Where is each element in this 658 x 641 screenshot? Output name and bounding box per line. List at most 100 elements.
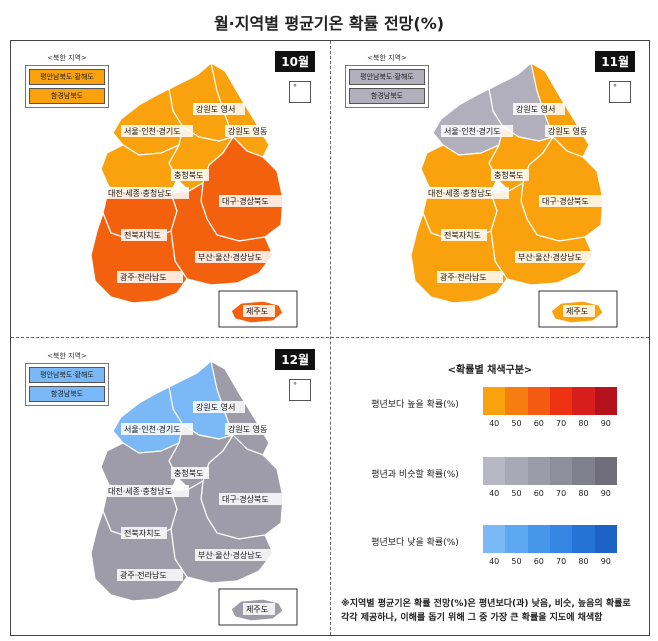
label-jeonnam: 광주·전라남도 [440,272,487,282]
legend-swatch [549,457,573,485]
label-gangwon-yeongseo: 강원도 영서 [196,104,235,114]
legend-swatch [594,457,617,485]
north-korea-header: <북한 지역> [47,54,87,62]
label-gyeongnam: 부산·울산·경상남도 [198,252,262,262]
korea-map: 강원도 영서 서울·인천·경기도 강원도 영동 충청북도 대전·세종·충청남도 … [410,61,618,328]
north-korea-chips: 평안남북도·황해도 함경남북도 [25,363,109,406]
label-gyeongbuk: 대구·경상북도 [222,196,269,206]
legend-swatch [527,525,550,553]
label-gangwon-yeongdong: 강원도 영동 [228,424,267,434]
tick-label: 70 [556,489,567,498]
map-panel-november: <북한 지역> 평안남북도·황해도 함경남북도 11월 ° 강원도 영서 [331,41,649,337]
north-chip-ne: 함경남북도 [29,386,105,402]
dokdo-inset: ° [289,81,311,103]
tick-label: 90 [600,489,611,498]
legend-swatch [483,525,506,553]
legend-swatch [505,457,528,485]
tick-label: 80 [578,557,589,566]
north-korea-chips: 평안남북도·황해도 함경남북도 [25,65,109,108]
figure-frame: <북한 지역> 평안남북도·황해도 함경남북도 10월 ° 강원도 영서 [10,40,650,636]
legend-swatch [549,387,573,415]
legend-swatch [527,387,550,415]
legend-label-above: 평년보다 높을 확률(%) [371,400,459,410]
north-korea-header: <북한 지역> [367,54,407,62]
label-gyeongnam: 부산·울산·경상남도 [518,252,582,262]
label-sudo: 서울·인천·경기도 [124,424,181,434]
jeju-inset-frame [218,588,298,626]
tick-label: 60 [533,419,544,428]
month-badge: 10월 [275,51,315,72]
tick-label: 50 [511,489,522,498]
map-labels: 강원도 영서 서울·인천·경기도 강원도 영동 충청북도 대전·세종·충청남도 … [105,103,283,317]
label-chungbuk: 충청북도 [494,171,523,180]
korea-map: 강원도 영서 서울·인천·경기도 강원도 영동 충청북도 대전·세종·충청남도 … [90,359,298,626]
tick-label: 80 [578,419,589,428]
label-gangwon-yeongdong: 강원도 영동 [548,126,587,136]
legend-swatches-normal [483,457,617,485]
korea-map: 강원도 영서 서울·인천·경기도 강원도 영동 충청북도 대전·세종·충청남도 … [90,61,298,328]
label-gangwon-yeongdong: 강원도 영동 [228,126,267,136]
tick-label: 50 [511,419,522,428]
tick-label: 70 [556,557,567,566]
label-gangwon-yeongseo: 강원도 영서 [516,104,555,114]
legend-swatch [594,387,617,415]
divider-vertical [330,41,331,635]
label-jeju: 제주도 [246,307,268,316]
label-chungnam: 대전·세종·충청남도 [108,188,172,198]
legend-swatch [572,525,595,553]
tick-label: 90 [600,419,611,428]
map-panel-december: <북한 지역> 평안남북도·황해도 함경남북도 12월 ° 강원도 영서 [11,339,329,635]
tick-label: 60 [533,557,544,566]
north-chip-nw: 평안남북도·황해도 [29,69,105,85]
legend-ticks-below: 40 50 60 70 80 90 [483,557,617,566]
page-title: 월·지역별 평균기온 확률 전망(%) [213,14,445,33]
legend-ticks-normal: 40 50 60 70 80 90 [483,489,617,498]
north-chip-ne: 함경남북도 [29,88,105,104]
legend-swatches-below [483,525,617,553]
dokdo-inset: ° [609,81,631,103]
label-jeonnam: 광주·전라남도 [120,272,167,282]
label-chungbuk: 충청북도 [174,171,203,180]
label-chungnam: 대전·세종·충청남도 [428,188,492,198]
month-badge: 12월 [275,349,315,370]
legend-panel: <확률별 채색구분> 평년보다 높을 확률(%) 40 50 60 70 80 … [331,339,649,635]
legend-swatch [594,525,617,553]
legend-swatch [527,457,550,485]
label-gyeongbuk: 대구·경상북도 [542,196,589,206]
label-chungnam: 대전·세종·충청남도 [108,486,172,496]
north-korea-chips: 평안남북도·황해도 함경남북도 [345,65,429,108]
tick-label: 40 [489,557,500,566]
tick-label: 60 [533,489,544,498]
tick-label: 40 [489,419,500,428]
legend-swatch [572,457,595,485]
legend-swatch [505,525,528,553]
map-labels: 강원도 영서 서울·인천·경기도 강원도 영동 충청북도 대전·세종·충청남도 … [105,401,283,615]
legend-label-normal: 평년과 비슷할 확률(%) [371,470,459,480]
footnote: ※지역별 평균기온 확률 전망(%)은 평년보다(과) 낮음, 비슷, 높음의 … [341,599,631,623]
legend-label-below: 평년보다 낮을 확률(%) [371,538,459,548]
label-gangwon-yeongseo: 강원도 영서 [196,402,235,412]
north-korea-legend: <북한 지역> 평안남북도·황해도 함경남북도 [25,53,109,108]
label-gyeongbuk: 대구·경상북도 [222,494,269,504]
label-jeju: 제주도 [246,605,268,614]
tick-label: 90 [600,557,611,566]
legend-ticks-above: 40 50 60 70 80 90 [483,419,617,428]
jeju-inset-frame [218,290,298,328]
jeju-inset-frame [538,290,618,328]
legend-swatch [572,387,595,415]
label-jeonbuk: 전북자치도 [124,528,161,538]
dokdo-inset: ° [289,379,311,401]
north-korea-legend: <북한 지역> 평안남북도·황해도 함경남북도 [345,53,429,108]
label-gyeongnam: 부산·울산·경상남도 [198,550,262,560]
north-chip-nw: 평안남북도·황해도 [349,69,425,85]
tick-label: 70 [556,419,567,428]
north-korea-header: <북한 지역> [47,352,87,360]
tick-label: 80 [578,489,589,498]
label-jeonbuk: 전북자치도 [124,230,161,240]
legend-title: <확률별 채색구분> [447,365,533,376]
month-badge: 11월 [595,51,635,72]
tick-label: 50 [511,557,522,566]
label-sudo: 서울·인천·경기도 [444,126,501,136]
legend-swatch [549,525,573,553]
north-chip-ne: 함경남북도 [349,88,425,104]
